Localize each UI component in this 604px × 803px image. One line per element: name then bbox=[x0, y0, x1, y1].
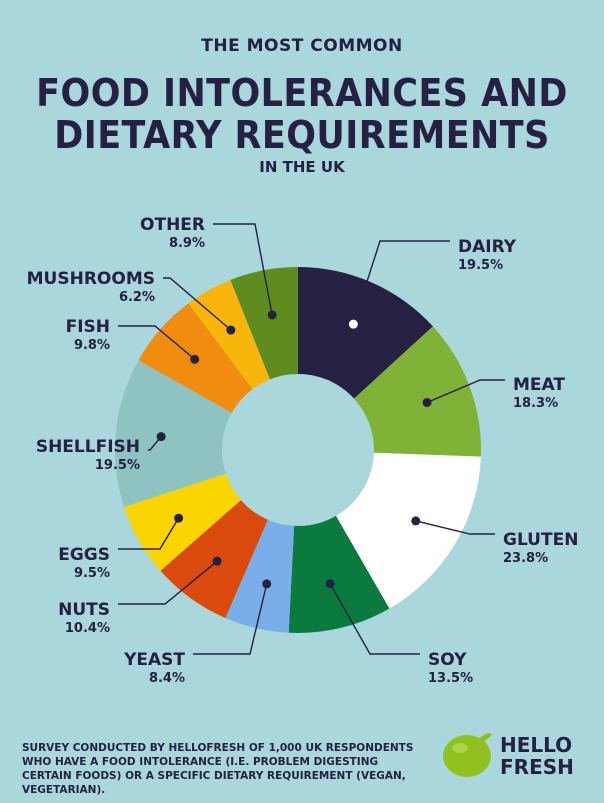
leader-line-gluten bbox=[415, 520, 495, 535]
lime-icon bbox=[443, 733, 492, 777]
leader-line-mushrooms bbox=[163, 277, 232, 331]
label-dairy: DAIRY bbox=[458, 237, 517, 257]
leader-dot-mushrooms bbox=[226, 325, 236, 335]
leader-dot-soy bbox=[325, 579, 335, 589]
value-fish: 9.8% bbox=[74, 338, 110, 353]
value-meat: 18.3% bbox=[513, 396, 558, 411]
donut-chart: DAIRY19.5%MEAT18.3%GLUTEN23.8%SOY13.5%YE… bbox=[27, 215, 579, 686]
title-line-2: DIETARY REQUIREMENTS bbox=[54, 113, 550, 157]
label-other: OTHER bbox=[140, 215, 205, 235]
value-other: 8.9% bbox=[169, 236, 205, 251]
label-shellfish: SHELLFISH bbox=[36, 437, 140, 457]
leader-dot-yeast bbox=[262, 579, 272, 589]
label-meat: MEAT bbox=[513, 375, 565, 395]
leader-dot-nuts bbox=[212, 556, 222, 566]
leader-line-yeast bbox=[193, 583, 268, 655]
slice-shellfish bbox=[114, 360, 232, 507]
label-yeast: YEAST bbox=[123, 650, 185, 670]
title-line-1: FOOD INTOLERANCES AND bbox=[36, 71, 568, 115]
survey-footnote: SURVEY CONDUCTED BY HELLOFRESH OF 1,000 … bbox=[22, 742, 414, 796]
leader-dot-eggs bbox=[174, 513, 184, 523]
slice-gluten bbox=[335, 452, 481, 609]
label-nuts: NUTS bbox=[58, 600, 110, 620]
logo-word-hello: HELLO bbox=[500, 733, 573, 757]
value-nuts: 10.4% bbox=[65, 621, 110, 636]
logo-word-fresh: FRESH bbox=[500, 755, 574, 779]
label-eggs: EGGS bbox=[58, 545, 110, 565]
value-gluten: 23.8% bbox=[503, 551, 548, 566]
slice-soy bbox=[288, 515, 390, 633]
slice-mushrooms bbox=[188, 279, 270, 390]
leader-line-fish bbox=[118, 325, 196, 360]
leader-line-dairy bbox=[352, 240, 450, 325]
label-mushrooms: MUSHROOMS bbox=[27, 269, 155, 289]
leader-line-meat bbox=[426, 379, 505, 404]
leader-line-other bbox=[213, 223, 273, 316]
slice-meat bbox=[354, 326, 482, 457]
leader-dot-fish bbox=[190, 354, 200, 364]
leader-dot-gluten bbox=[411, 516, 421, 526]
leader-dot-other bbox=[267, 310, 277, 320]
slice-dairy bbox=[298, 267, 433, 399]
slice-eggs bbox=[124, 473, 241, 571]
leader-dot-shellfish bbox=[156, 432, 166, 442]
leader-dot-meat bbox=[422, 397, 432, 407]
value-eggs: 9.5% bbox=[74, 566, 110, 581]
leader-line-shellfish bbox=[148, 436, 162, 451]
leader-line-eggs bbox=[118, 517, 180, 550]
label-fish: FISH bbox=[66, 317, 110, 337]
title-bottom: IN THE UK bbox=[259, 158, 345, 176]
title-top: THE MOST COMMON bbox=[201, 36, 403, 56]
value-mushrooms: 6.2% bbox=[119, 290, 155, 305]
donut-hole bbox=[222, 374, 374, 526]
label-gluten: GLUTEN bbox=[503, 530, 578, 550]
leader-dot-dairy bbox=[348, 319, 358, 329]
label-soy: SOY bbox=[428, 650, 467, 670]
value-yeast: 8.4% bbox=[149, 671, 185, 686]
value-dairy: 19.5% bbox=[458, 258, 503, 273]
slice-yeast bbox=[225, 519, 295, 633]
value-shellfish: 19.5% bbox=[95, 458, 140, 473]
leader-line-soy bbox=[329, 583, 420, 655]
value-soy: 13.5% bbox=[428, 671, 473, 686]
leader-line-nuts bbox=[118, 560, 218, 605]
hellofresh-logo: HELLO FRESH bbox=[440, 726, 590, 786]
slice-other bbox=[230, 267, 298, 380]
